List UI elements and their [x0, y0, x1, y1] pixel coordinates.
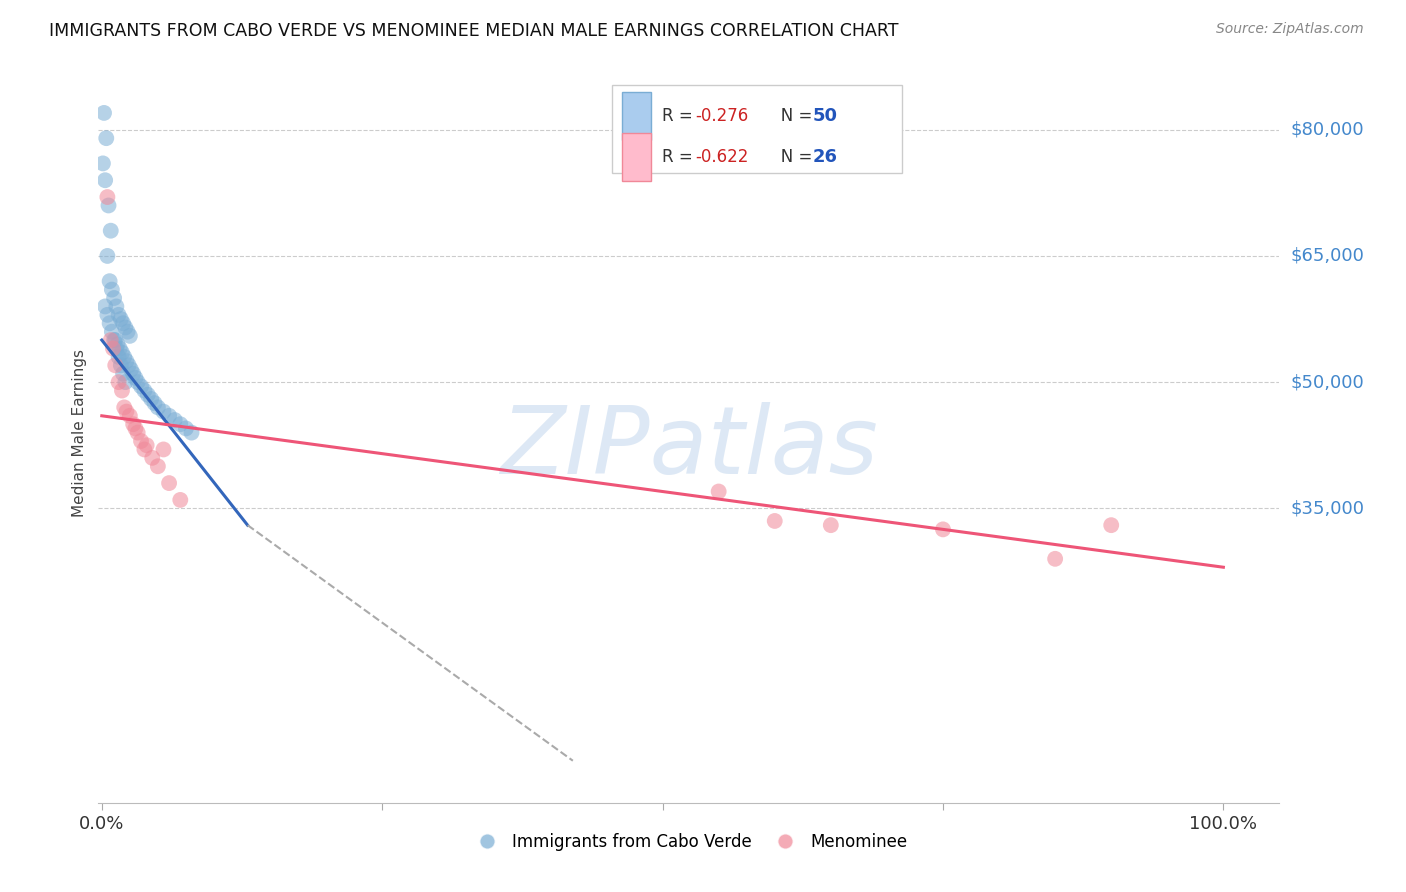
Point [91, 156, 114, 170]
Point [96, 249, 118, 263]
Point [93, 106, 115, 120]
Point [707, 484, 730, 499]
Point [107, 375, 129, 389]
Point [110, 312, 132, 326]
Point [141, 450, 163, 465]
Point [103, 333, 125, 347]
Point [94, 173, 117, 187]
Point [100, 333, 122, 347]
Point [107, 337, 129, 351]
Point [98, 316, 121, 330]
Point [115, 404, 138, 418]
Point [134, 384, 156, 398]
Point [96, 131, 118, 145]
Point [105, 300, 128, 314]
Point [100, 224, 122, 238]
Point [143, 396, 166, 410]
Point [1099, 518, 1122, 533]
Text: $50,000: $50,000 [1291, 373, 1364, 391]
Point [97, 198, 120, 212]
Point [157, 476, 180, 491]
Point [107, 350, 129, 364]
Point [174, 421, 197, 435]
Point [110, 359, 132, 373]
Point [932, 522, 955, 536]
Point [105, 342, 128, 356]
Point [111, 384, 134, 398]
Point [124, 371, 146, 385]
Point [101, 283, 124, 297]
Point [112, 401, 135, 415]
Point [118, 329, 141, 343]
Point [127, 375, 149, 389]
Point [114, 320, 136, 334]
Point [820, 518, 842, 533]
Text: $80,000: $80,000 [1291, 120, 1364, 139]
Point [117, 325, 139, 339]
Point [101, 342, 124, 356]
Point [114, 375, 136, 389]
Point [112, 350, 135, 364]
Point [112, 316, 135, 330]
Point [135, 438, 157, 452]
Point [107, 308, 129, 322]
Text: N =: N = [765, 148, 817, 166]
Point [104, 333, 127, 347]
Text: $35,000: $35,000 [1291, 500, 1365, 517]
Point [118, 359, 141, 373]
Point [94, 300, 117, 314]
Text: $65,000: $65,000 [1291, 247, 1364, 265]
Point [112, 367, 135, 381]
Point [129, 434, 152, 448]
Point [98, 274, 121, 288]
Point [139, 392, 162, 406]
Point [101, 325, 124, 339]
Text: 50: 50 [813, 107, 838, 125]
Point [146, 401, 169, 415]
Text: 26: 26 [813, 148, 838, 166]
Point [115, 354, 138, 368]
Point [103, 291, 125, 305]
Point [152, 442, 174, 457]
Point [1043, 551, 1066, 566]
Point [157, 409, 180, 423]
Point [152, 404, 174, 418]
Point [124, 421, 146, 435]
Point [180, 425, 202, 440]
Point [111, 345, 134, 359]
Text: ZIPatlas: ZIPatlas [501, 402, 877, 493]
Point [104, 359, 127, 373]
Point [146, 459, 169, 474]
Point [122, 417, 145, 432]
Point [136, 388, 159, 402]
Text: R =: R = [662, 148, 697, 166]
Text: -0.622: -0.622 [695, 148, 748, 166]
Point [118, 409, 141, 423]
Bar [621, 92, 651, 140]
Text: Source: ZipAtlas.com: Source: ZipAtlas.com [1216, 22, 1364, 37]
Point [127, 425, 149, 440]
Text: -0.276: -0.276 [695, 107, 748, 125]
Legend: Immigrants from Cabo Verde, Menominee: Immigrants from Cabo Verde, Menominee [464, 826, 914, 857]
Text: IMMIGRANTS FROM CABO VERDE VS MENOMINEE MEDIAN MALE EARNINGS CORRELATION CHART: IMMIGRANTS FROM CABO VERDE VS MENOMINEE … [49, 22, 898, 40]
Bar [621, 133, 651, 181]
FancyBboxPatch shape [612, 85, 901, 173]
Point [129, 379, 152, 393]
Point [169, 417, 191, 432]
Point [120, 362, 142, 376]
Point [96, 308, 118, 322]
Point [163, 413, 186, 427]
Text: N =: N = [765, 107, 817, 125]
Point [134, 442, 156, 457]
Text: R =: R = [662, 107, 697, 125]
Y-axis label: Median Male Earnings: Median Male Earnings [72, 349, 87, 516]
Point [108, 342, 131, 356]
Point [122, 367, 145, 381]
Point [763, 514, 786, 528]
Point [169, 492, 191, 507]
Point [96, 190, 118, 204]
